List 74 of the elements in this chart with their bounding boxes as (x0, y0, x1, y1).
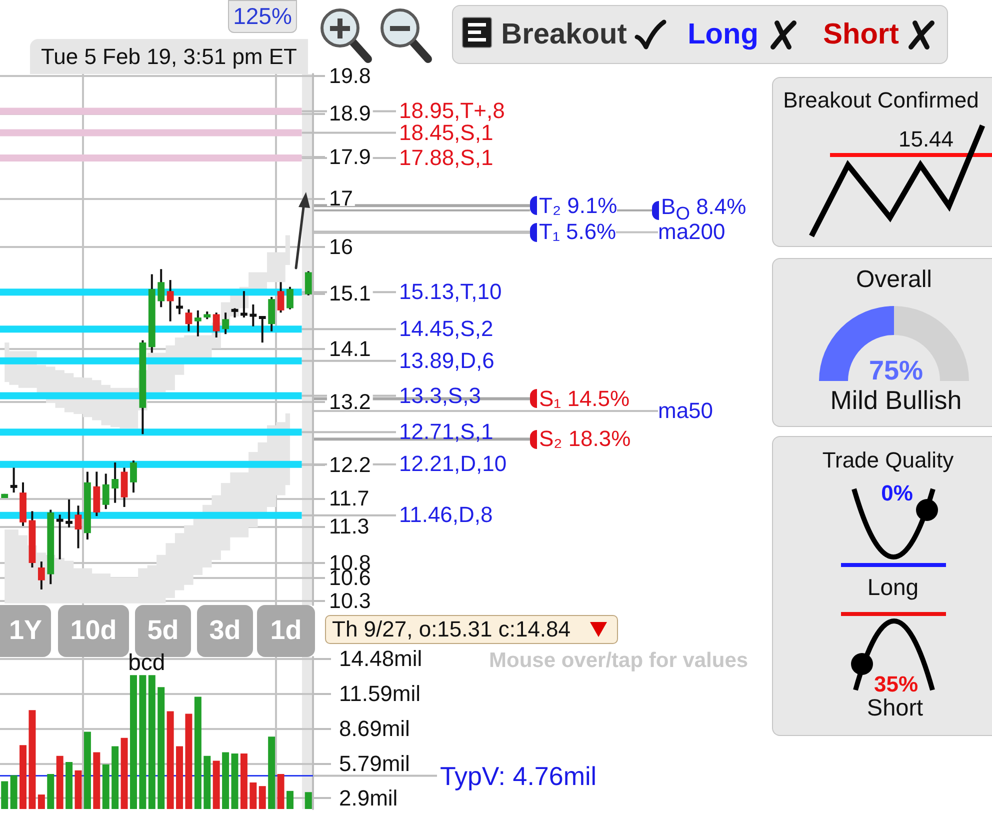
button[interactable]: 3d (197, 605, 253, 657)
ref-line-label: 12.71,S,1 (399, 419, 494, 444)
y-tick-label: 15.1 (329, 282, 371, 306)
text: Long (867, 574, 919, 600)
candlestick (277, 281, 284, 314)
candlestick (130, 459, 137, 494)
text: Mild Bullish (830, 385, 962, 416)
candlestick (194, 309, 202, 338)
text: Long (688, 18, 758, 52)
y-tick-label: 2.9mil (339, 786, 398, 811)
button[interactable]: 1d (257, 605, 315, 657)
ref-line-label: 11.46,D,8 (399, 502, 493, 528)
candlestick (74, 504, 82, 550)
button[interactable]: 125% (228, 0, 297, 33)
y-tick-label: 14.1 (329, 336, 371, 361)
y-tick-label: 16 (329, 235, 353, 260)
text: Short (866, 694, 924, 722)
y-tick-label: 13.2 (329, 390, 371, 414)
y-tick-label: 14.48mil (339, 646, 422, 671)
ref-line-label: S₁ 14.5% (539, 386, 630, 411)
ref-line-label: TypV: 4.76mil (440, 760, 597, 791)
candlestick (56, 514, 64, 560)
candlestick (231, 307, 238, 318)
y-tick-label: 12.2 (329, 453, 371, 478)
text: 15.44 (898, 126, 954, 152)
ref-line-label: T₂ 9.1% (539, 192, 618, 218)
text: 75% (868, 355, 924, 387)
candlestick (166, 279, 174, 322)
ref-line-label: 14.45,S,2 (399, 316, 494, 342)
ref-line-label: 15.13,T,10 (399, 279, 502, 304)
y-tick-label: 10.3 (329, 589, 371, 614)
y-tick-label: 11.7 (329, 486, 370, 511)
ref-line-label: ma200 (658, 219, 726, 244)
y-tick-label: 17.9 (329, 145, 371, 170)
text: Th 9/27, o:15.31 c:14.84 (332, 616, 571, 642)
text: Breakout Confirmed (783, 87, 979, 113)
text: Trade Quality (822, 447, 954, 473)
ref-line-label: 13.89,D,6 (399, 348, 494, 373)
button[interactable]: 1Y (0, 605, 51, 657)
candlestick (240, 290, 248, 318)
y-tick-label: 17 (329, 186, 353, 211)
y-tick-label: 19.8 (329, 64, 371, 88)
candlestick (102, 472, 110, 510)
text: Breakout (501, 18, 627, 52)
text: Short (823, 18, 899, 52)
y-tick-label: 18.9 (329, 101, 371, 126)
candlestick (66, 498, 72, 528)
candlestick (222, 312, 229, 336)
y-tick-label: 11.3 (329, 514, 370, 539)
ref-line-label: T₁ 5.6% (539, 219, 616, 244)
candlestick (250, 303, 257, 328)
text: 35% (874, 671, 918, 697)
candlestick (158, 268, 165, 308)
ref-line-label: 17.88,S,1 (399, 144, 494, 170)
candlestick (112, 461, 119, 504)
ref-line-label: 13.3,S,3 (399, 382, 481, 408)
text: Overall (856, 266, 932, 294)
candlestick (286, 286, 294, 310)
ref-line-label: 12.21,D,10 (399, 451, 507, 476)
candlestick (258, 315, 266, 344)
candlestick (38, 560, 45, 590)
text: Tue 5 Feb 19, 3:51 pm ET (30, 39, 308, 74)
y-tick-label: 5.79mil (339, 750, 410, 776)
candlestick (185, 308, 192, 332)
y-tick-label: 8.69mil (339, 716, 410, 741)
text: 0% (881, 480, 913, 506)
button[interactable]: 10d (58, 605, 129, 657)
candlestick (304, 270, 312, 296)
ref-line-label: S₂ 18.3% (539, 426, 631, 452)
ref-line-label: ma50 (658, 398, 714, 423)
candlestick (176, 296, 183, 316)
candlestick (10, 466, 18, 494)
y-tick-label: 11.59mil (339, 680, 421, 706)
candlestick (212, 312, 220, 338)
